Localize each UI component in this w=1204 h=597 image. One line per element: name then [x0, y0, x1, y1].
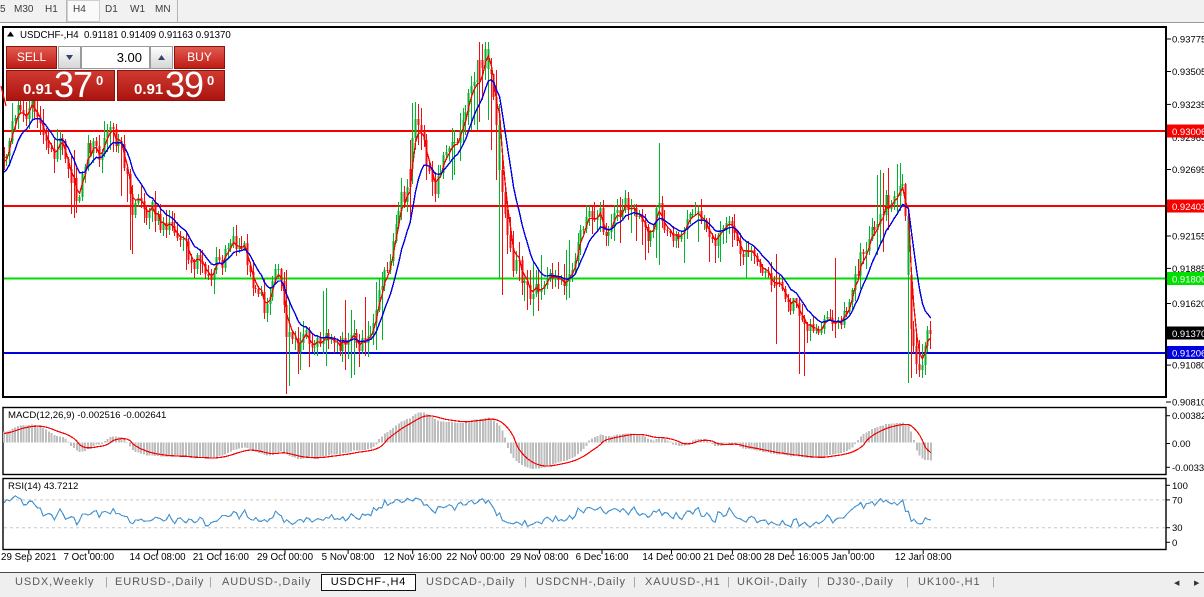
svg-text:12 Nov 16:00: 12 Nov 16:00	[384, 552, 443, 563]
svg-text:MACD(12,26,9) -0.002516 -0.002: MACD(12,26,9) -0.002516 -0.002641	[8, 410, 166, 421]
svg-text:0.93235: 0.93235	[1172, 100, 1204, 111]
svg-text:29 Sep 2021: 29 Sep 2021	[1, 552, 57, 563]
svg-text:12 Jan 08:00: 12 Jan 08:00	[895, 552, 952, 563]
svg-text:0.91206: 0.91206	[1172, 348, 1204, 359]
svg-text:0.90810: 0.90810	[1172, 398, 1204, 409]
svg-text:21 Oct 16:00: 21 Oct 16:00	[193, 552, 250, 563]
svg-text:7 Oct 00:00: 7 Oct 00:00	[63, 552, 114, 563]
svg-text:-0.0033: -0.0033	[1172, 463, 1204, 474]
svg-text:USDCHF-,H4 0.91181 0.91409 0.: USDCHF-,H4 0.91181 0.91409 0.91163 0.913…	[20, 30, 231, 41]
svg-text:0.91080: 0.91080	[1172, 361, 1204, 372]
svg-text:0.91800: 0.91800	[1172, 274, 1204, 285]
svg-text:29 Nov 08:00: 29 Nov 08:00	[510, 552, 569, 563]
svg-text:RSI(14) 43.7212: RSI(14) 43.7212	[8, 481, 78, 492]
svg-text:28 Dec 16:00: 28 Dec 16:00	[764, 552, 823, 563]
svg-text:0.92155: 0.92155	[1172, 232, 1204, 243]
svg-text:100: 100	[1172, 481, 1188, 492]
svg-text:21 Dec 08:00: 21 Dec 08:00	[703, 552, 762, 563]
svg-text:0.93505: 0.93505	[1172, 67, 1204, 78]
svg-text:14 Oct 08:00: 14 Oct 08:00	[130, 552, 187, 563]
svg-text:30: 30	[1172, 523, 1183, 534]
svg-text:5 Nov 08:00: 5 Nov 08:00	[322, 552, 375, 563]
svg-text:0.93775: 0.93775	[1172, 35, 1204, 46]
svg-text:0.91885: 0.91885	[1172, 264, 1204, 275]
svg-text:29 Oct 00:00: 29 Oct 00:00	[257, 552, 314, 563]
svg-text:0.92965: 0.92965	[1172, 133, 1204, 144]
svg-text:5 Jan 00:00: 5 Jan 00:00	[823, 552, 875, 563]
svg-text:0.93006: 0.93006	[1172, 127, 1204, 138]
svg-text:0.00382: 0.00382	[1172, 411, 1204, 422]
svg-text:6 Dec 16:00: 6 Dec 16:00	[576, 552, 629, 563]
svg-text:0.92403: 0.92403	[1172, 202, 1204, 213]
svg-text:0.92695: 0.92695	[1172, 165, 1204, 176]
svg-text:70: 70	[1172, 495, 1183, 506]
svg-text:22 Nov 00:00: 22 Nov 00:00	[446, 552, 505, 563]
svg-text:0.91370: 0.91370	[1172, 329, 1204, 340]
svg-text:0.00: 0.00	[1172, 439, 1191, 450]
svg-text:14 Dec 00:00: 14 Dec 00:00	[642, 552, 701, 563]
svg-text:0.91620: 0.91620	[1172, 299, 1204, 310]
svg-text:0: 0	[1172, 538, 1177, 549]
